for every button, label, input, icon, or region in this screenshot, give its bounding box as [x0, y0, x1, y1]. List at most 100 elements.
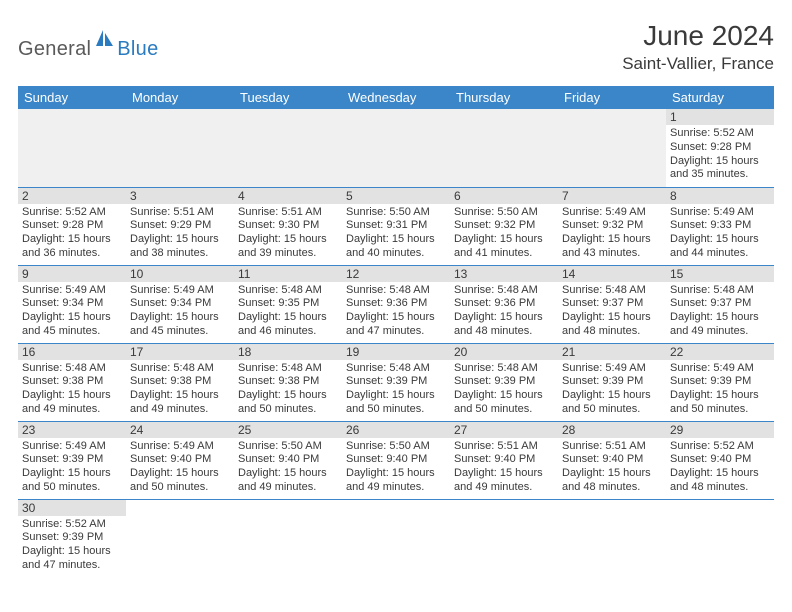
day-details: Sunrise: 5:48 AMSunset: 9:37 PMDaylight:…	[558, 282, 666, 341]
day-details: Sunrise: 5:48 AMSunset: 9:38 PMDaylight:…	[126, 360, 234, 419]
day-details: Sunrise: 5:52 AMSunset: 9:28 PMDaylight:…	[18, 204, 126, 263]
weekday-header: Sunday	[18, 86, 126, 109]
calendar-cell: 7Sunrise: 5:49 AMSunset: 9:32 PMDaylight…	[558, 187, 666, 265]
brand-logo: General Blue	[18, 20, 159, 61]
day-number: 9	[18, 266, 126, 282]
weekday-header: Wednesday	[342, 86, 450, 109]
day-details: Sunrise: 5:51 AMSunset: 9:30 PMDaylight:…	[234, 204, 342, 263]
day-number: 8	[666, 188, 774, 204]
calendar-page: General Blue June 2024 Saint-Vallier, Fr…	[0, 0, 792, 597]
calendar-cell: 25Sunrise: 5:50 AMSunset: 9:40 PMDayligh…	[234, 421, 342, 499]
day-number: 29	[666, 422, 774, 438]
day-number: 19	[342, 344, 450, 360]
location: Saint-Vallier, France	[622, 54, 774, 74]
calendar-cell	[450, 109, 558, 187]
day-number: 21	[558, 344, 666, 360]
calendar-cell: 27Sunrise: 5:51 AMSunset: 9:40 PMDayligh…	[450, 421, 558, 499]
day-number: 27	[450, 422, 558, 438]
day-number: 16	[18, 344, 126, 360]
day-details: Sunrise: 5:48 AMSunset: 9:36 PMDaylight:…	[450, 282, 558, 341]
calendar-cell: 17Sunrise: 5:48 AMSunset: 9:38 PMDayligh…	[126, 343, 234, 421]
calendar-cell: 4Sunrise: 5:51 AMSunset: 9:30 PMDaylight…	[234, 187, 342, 265]
calendar-cell: 19Sunrise: 5:48 AMSunset: 9:39 PMDayligh…	[342, 343, 450, 421]
day-number: 4	[234, 188, 342, 204]
day-details: Sunrise: 5:48 AMSunset: 9:36 PMDaylight:…	[342, 282, 450, 341]
day-details: Sunrise: 5:49 AMSunset: 9:34 PMDaylight:…	[126, 282, 234, 341]
day-details: Sunrise: 5:49 AMSunset: 9:33 PMDaylight:…	[666, 204, 774, 263]
day-details: Sunrise: 5:48 AMSunset: 9:38 PMDaylight:…	[18, 360, 126, 419]
day-details: Sunrise: 5:50 AMSunset: 9:32 PMDaylight:…	[450, 204, 558, 263]
calendar-cell: 1Sunrise: 5:52 AMSunset: 9:28 PMDaylight…	[666, 109, 774, 187]
day-number: 26	[342, 422, 450, 438]
day-details: Sunrise: 5:50 AMSunset: 9:40 PMDaylight:…	[342, 438, 450, 497]
day-details: Sunrise: 5:49 AMSunset: 9:40 PMDaylight:…	[126, 438, 234, 497]
calendar-cell: 16Sunrise: 5:48 AMSunset: 9:38 PMDayligh…	[18, 343, 126, 421]
day-number: 24	[126, 422, 234, 438]
day-details: Sunrise: 5:49 AMSunset: 9:32 PMDaylight:…	[558, 204, 666, 263]
day-details: Sunrise: 5:51 AMSunset: 9:29 PMDaylight:…	[126, 204, 234, 263]
day-number: 18	[234, 344, 342, 360]
sail-icon	[96, 30, 114, 51]
calendar-cell: 10Sunrise: 5:49 AMSunset: 9:34 PMDayligh…	[126, 265, 234, 343]
weekday-header: Thursday	[450, 86, 558, 109]
day-details: Sunrise: 5:52 AMSunset: 9:39 PMDaylight:…	[18, 516, 126, 575]
calendar-cell	[450, 499, 558, 577]
day-details: Sunrise: 5:52 AMSunset: 9:40 PMDaylight:…	[666, 438, 774, 497]
calendar-header-row: SundayMondayTuesdayWednesdayThursdayFrid…	[18, 86, 774, 109]
calendar-cell	[234, 109, 342, 187]
day-number: 6	[450, 188, 558, 204]
calendar-cell: 3Sunrise: 5:51 AMSunset: 9:29 PMDaylight…	[126, 187, 234, 265]
day-number: 11	[234, 266, 342, 282]
calendar-cell: 13Sunrise: 5:48 AMSunset: 9:36 PMDayligh…	[450, 265, 558, 343]
day-number: 3	[126, 188, 234, 204]
day-details: Sunrise: 5:48 AMSunset: 9:35 PMDaylight:…	[234, 282, 342, 341]
calendar-cell: 6Sunrise: 5:50 AMSunset: 9:32 PMDaylight…	[450, 187, 558, 265]
brand-part1: General	[18, 38, 91, 61]
weekday-header: Monday	[126, 86, 234, 109]
calendar-cell	[558, 499, 666, 577]
day-details: Sunrise: 5:48 AMSunset: 9:37 PMDaylight:…	[666, 282, 774, 341]
day-number: 13	[450, 266, 558, 282]
day-number: 25	[234, 422, 342, 438]
calendar-cell	[558, 109, 666, 187]
title-block: June 2024 Saint-Vallier, France	[622, 20, 774, 74]
calendar-cell: 26Sunrise: 5:50 AMSunset: 9:40 PMDayligh…	[342, 421, 450, 499]
weekday-header: Friday	[558, 86, 666, 109]
day-details: Sunrise: 5:49 AMSunset: 9:34 PMDaylight:…	[18, 282, 126, 341]
day-details: Sunrise: 5:48 AMSunset: 9:39 PMDaylight:…	[342, 360, 450, 419]
day-number: 30	[18, 500, 126, 516]
calendar-cell: 30Sunrise: 5:52 AMSunset: 9:39 PMDayligh…	[18, 499, 126, 577]
calendar-cell: 21Sunrise: 5:49 AMSunset: 9:39 PMDayligh…	[558, 343, 666, 421]
day-details: Sunrise: 5:51 AMSunset: 9:40 PMDaylight:…	[450, 438, 558, 497]
calendar-cell: 22Sunrise: 5:49 AMSunset: 9:39 PMDayligh…	[666, 343, 774, 421]
calendar-cell: 14Sunrise: 5:48 AMSunset: 9:37 PMDayligh…	[558, 265, 666, 343]
calendar-cell: 18Sunrise: 5:48 AMSunset: 9:38 PMDayligh…	[234, 343, 342, 421]
calendar-cell: 11Sunrise: 5:48 AMSunset: 9:35 PMDayligh…	[234, 265, 342, 343]
calendar-cell	[126, 109, 234, 187]
calendar-cell: 28Sunrise: 5:51 AMSunset: 9:40 PMDayligh…	[558, 421, 666, 499]
calendar-cell: 5Sunrise: 5:50 AMSunset: 9:31 PMDaylight…	[342, 187, 450, 265]
day-details: Sunrise: 5:50 AMSunset: 9:31 PMDaylight:…	[342, 204, 450, 263]
day-details: Sunrise: 5:48 AMSunset: 9:38 PMDaylight:…	[234, 360, 342, 419]
calendar-cell	[666, 499, 774, 577]
calendar-cell	[342, 109, 450, 187]
day-number: 23	[18, 422, 126, 438]
month-title: June 2024	[622, 20, 774, 52]
day-number: 17	[126, 344, 234, 360]
weekday-header: Tuesday	[234, 86, 342, 109]
day-details: Sunrise: 5:51 AMSunset: 9:40 PMDaylight:…	[558, 438, 666, 497]
calendar-cell: 9Sunrise: 5:49 AMSunset: 9:34 PMDaylight…	[18, 265, 126, 343]
calendar-cell: 24Sunrise: 5:49 AMSunset: 9:40 PMDayligh…	[126, 421, 234, 499]
calendar-cell	[18, 109, 126, 187]
day-number: 10	[126, 266, 234, 282]
calendar-cell: 8Sunrise: 5:49 AMSunset: 9:33 PMDaylight…	[666, 187, 774, 265]
day-number: 12	[342, 266, 450, 282]
day-details: Sunrise: 5:48 AMSunset: 9:39 PMDaylight:…	[450, 360, 558, 419]
day-number: 28	[558, 422, 666, 438]
day-number: 5	[342, 188, 450, 204]
calendar-cell: 2Sunrise: 5:52 AMSunset: 9:28 PMDaylight…	[18, 187, 126, 265]
calendar-cell	[126, 499, 234, 577]
day-number: 22	[666, 344, 774, 360]
calendar-cell	[234, 499, 342, 577]
calendar-cell: 12Sunrise: 5:48 AMSunset: 9:36 PMDayligh…	[342, 265, 450, 343]
